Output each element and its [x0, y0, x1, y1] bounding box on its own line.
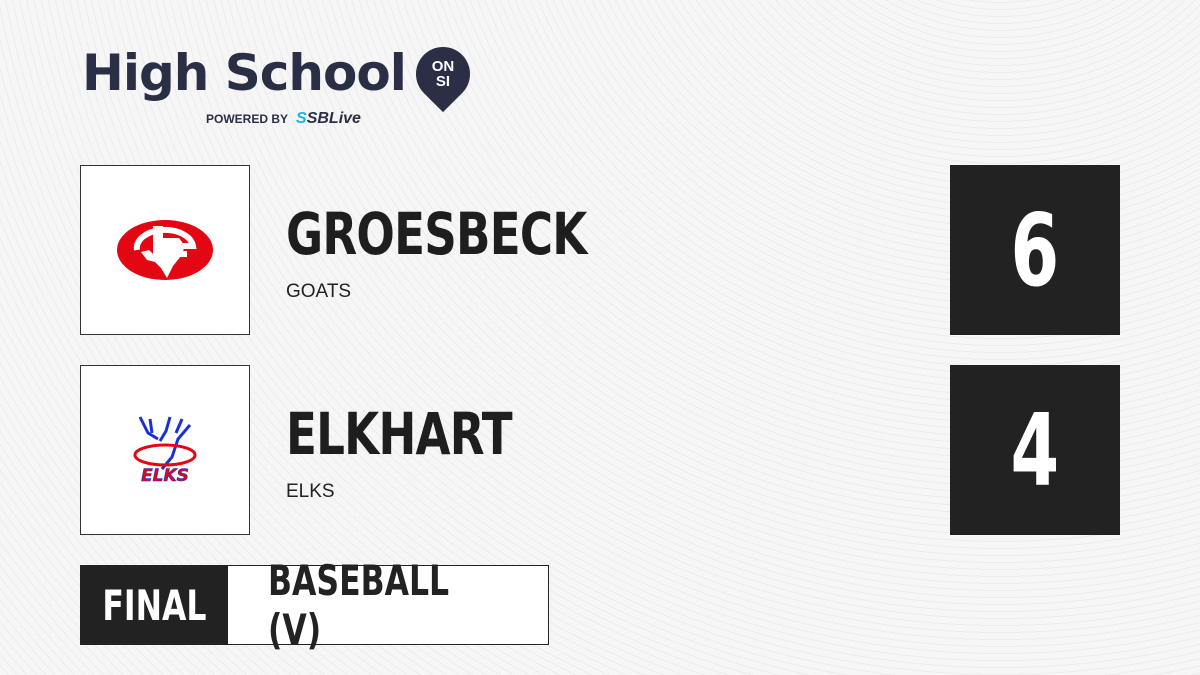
team-score: 4: [950, 365, 1120, 535]
svg-text:ELKS: ELKS: [141, 466, 189, 485]
team-logo-elkhart: ELKS: [80, 365, 250, 535]
team-mascot: GOATS: [286, 281, 352, 302]
sport-label: BASEBALL (V): [268, 556, 450, 654]
game-status-bar: FINAL BASEBALL (V): [80, 556, 549, 654]
team-logo-groesbeck: [80, 165, 250, 335]
sblive-logo: SSBLive: [296, 110, 361, 127]
high-school-on-si-logo: High School ON SI: [82, 35, 482, 113]
team-name: ELKHART: [286, 400, 513, 468]
elk-icon: ELKS: [133, 416, 197, 485]
team-name: GROESBECK: [286, 200, 587, 268]
team-mascot: ELKS: [286, 481, 335, 502]
logo-title: High School: [82, 44, 407, 102]
status-final: FINAL: [81, 566, 228, 644]
location-pin-icon: ON SI: [404, 35, 482, 113]
groesbeck-g-icon: [117, 220, 213, 280]
team-score: 6: [950, 165, 1120, 335]
powered-by: POWERED BY SSBLive: [206, 110, 361, 127]
